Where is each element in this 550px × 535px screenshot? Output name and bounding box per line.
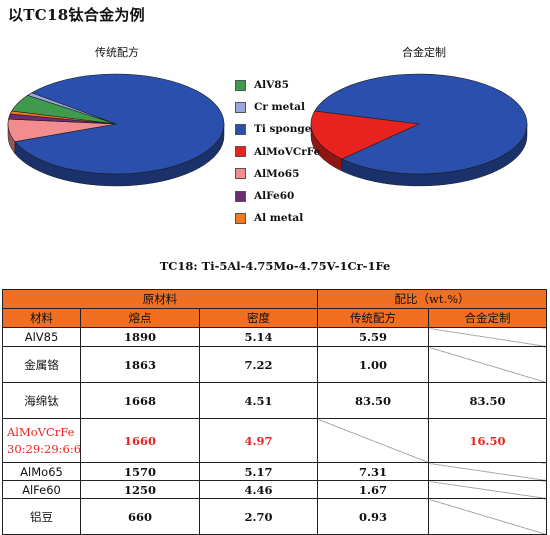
legend-item: Cr metal [235, 96, 320, 118]
ratio-custom: 83.50 [428, 382, 548, 419]
legend-swatch [235, 123, 246, 135]
material-name: 金属铬 [2, 346, 81, 383]
melting-point: 1660 [80, 418, 200, 463]
composition-table: 原材料 配比（wt.%） 材料 熔点 密度 传统配方 合金定制 AlV85 18… [1, 289, 548, 535]
legend-label: AlMo65 [254, 167, 300, 180]
legend-swatch [235, 101, 246, 113]
table-row: AlMo65 1570 5.17 7.31 [2, 462, 548, 481]
density: 2.70 [198, 498, 319, 535]
ratio-custom: 16.50 [428, 418, 548, 463]
table-row: AlFe60 1250 4.46 1.67 [2, 480, 548, 499]
melting-point: 1890 [80, 327, 200, 347]
ratio-traditional: 7.31 [317, 462, 430, 481]
melting-point: 1570 [80, 462, 200, 481]
ratio-custom-empty [428, 462, 548, 481]
pie-traditional-slice-ti-sponge [14, 73, 225, 175]
ratio-custom-empty [428, 346, 548, 383]
ratio-custom-empty [428, 480, 548, 499]
table-row-highlight: AlMoVCrFe 30:29:29:6:6 1660 4.97 16.50 [2, 418, 548, 463]
legend-swatch [235, 146, 246, 158]
density: 4.46 [198, 480, 319, 499]
pie-custom-slice-almovcrfe [310, 110, 421, 160]
material-name: AlMo65 [2, 462, 81, 481]
table-column-header-row: 材料 熔点 密度 传统配方 合金定制 [2, 308, 548, 328]
legend-label: Ti sponge [254, 123, 312, 136]
material-name-highlight: AlMoVCrFe 30:29:29:6:6 [2, 418, 82, 463]
pie-chart-custom [310, 73, 528, 187]
table-row: AlV85 1890 5.14 5.59 [2, 327, 548, 347]
table-row: 金属铬 1863 7.22 1.00 [2, 346, 548, 383]
melting-point: 1863 [80, 346, 200, 383]
column-header: 熔点 [80, 308, 200, 328]
legend-label: AlMoVCrFe [254, 145, 321, 158]
page-title: 以TC18钛合金为例 [8, 6, 145, 24]
pie-title-traditional: 传统配方 [95, 46, 139, 59]
ratio-custom-empty [428, 327, 548, 347]
table-group-header-row: 原材料 配比（wt.%） [1, 289, 548, 309]
legend-item: Al metal [235, 207, 320, 229]
legend-swatch [235, 79, 246, 91]
legend-swatch [235, 190, 246, 202]
column-header: 密度 [198, 308, 319, 328]
legend-item: AlMoVCrFe [235, 141, 320, 163]
table-row: 铝豆 660 2.70 0.93 [2, 498, 548, 535]
legend-swatch [235, 168, 246, 180]
pie-title-custom: 合金定制 [402, 46, 446, 59]
ratio-traditional: 5.59 [317, 327, 430, 347]
density: 4.97 [198, 418, 319, 463]
column-header: 传统配方 [317, 308, 430, 328]
legend-label: Al metal [254, 212, 304, 225]
legend-label: AlFe60 [254, 190, 295, 203]
legend-label: Cr metal [254, 101, 305, 114]
material-name: AlFe60 [2, 480, 81, 499]
ratio-traditional: 0.93 [317, 498, 430, 535]
legend-item: AlV85 [235, 74, 320, 96]
density: 7.22 [198, 346, 319, 383]
table-row: 海绵钛 1668 4.51 83.50 83.50 [2, 382, 548, 419]
column-header: 材料 [2, 308, 81, 328]
legend-item: AlFe60 [235, 185, 320, 207]
legend-item: AlMo65 [235, 163, 320, 185]
pie-traditional-slice-al-metal [9, 110, 117, 125]
material-name-line2: 30:29:29:6:6 [7, 441, 82, 456]
group-header-raw-material: 原材料 [1, 289, 319, 309]
pie-custom-slice-ti-sponge [314, 73, 528, 175]
material-name: 海绵钛 [2, 382, 81, 419]
pie-chart-traditional [7, 73, 225, 187]
material-name-line1: AlMoVCrFe [7, 424, 75, 439]
material-name: 铝豆 [2, 498, 81, 535]
ratio-traditional: 1.67 [317, 480, 430, 499]
density: 4.51 [198, 382, 319, 419]
alloy-formula: TC18: Ti-5Al-4.75Mo-4.75V-1Cr-1Fe [159, 259, 391, 273]
density: 5.17 [198, 462, 319, 481]
ratio-custom-empty [428, 498, 548, 535]
density: 5.14 [198, 327, 319, 347]
material-name: AlV85 [2, 327, 81, 347]
ratio-traditional: 83.50 [317, 382, 430, 419]
legend-item: Ti sponge [235, 118, 320, 140]
legend: AlV85 Cr metal Ti sponge AlMoVCrFe AlMo6… [235, 74, 320, 229]
legend-label: AlV85 [254, 79, 289, 92]
melting-point: 1668 [80, 382, 200, 419]
legend-swatch [235, 212, 246, 224]
group-header-ratio: 配比（wt.%） [317, 289, 548, 309]
melting-point: 1250 [80, 480, 200, 499]
ratio-traditional: 1.00 [317, 346, 430, 383]
ratio-traditional-empty [317, 418, 430, 463]
melting-point: 660 [80, 498, 200, 535]
column-header: 合金定制 [428, 308, 548, 328]
